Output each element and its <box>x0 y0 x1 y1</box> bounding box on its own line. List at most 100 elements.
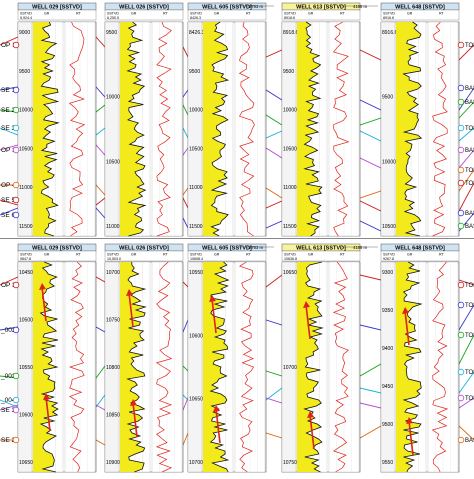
horizon-marker-left[interactable] <box>12 211 20 219</box>
horizon-marker-right[interactable] <box>457 124 465 132</box>
depth-tick: 9500 <box>382 422 393 428</box>
rt-curve <box>431 261 449 473</box>
horizon-label-left: SE 5 <box>1 197 15 204</box>
left-horizon-labels: OP 3 _002 _003 _004 SE 3 SE 2 <box>0 281 20 444</box>
horizon-marker-right[interactable] <box>457 209 465 217</box>
depth-tick: 9500 <box>106 30 117 36</box>
depth-tick: 9400 <box>382 346 393 352</box>
horizon-marker-right[interactable] <box>457 222 465 230</box>
well-1[interactable]: WELL 026 [SSTVD]SSTVD GR RT 10,503.0 10700 10… <box>104 243 184 473</box>
well-0[interactable]: WELL 029 [SSTVD]SSTVD GR RT 5,924.4 9000 9500… <box>17 2 97 237</box>
horizon-label-left: _003 <box>0 373 16 380</box>
horizon-label-right: TOR <box>465 303 474 309</box>
distance-labels: 2783 m 4188 m <box>238 4 378 9</box>
horizon-marker-right[interactable] <box>457 41 465 49</box>
trend-arrow <box>408 420 414 456</box>
datum-value: 10636.8 <box>284 257 297 261</box>
horizon-marker-left[interactable] <box>12 406 20 414</box>
sstvd-label: SSTVD <box>107 253 119 257</box>
horizon-marker-left[interactable] <box>12 146 20 154</box>
gr-curve <box>303 261 324 473</box>
depth-tick: 9300 <box>382 270 393 276</box>
well-1[interactable]: WELL 026 [SSTVD]SSTVD GR RT 6,250.5 9500 1000… <box>104 2 184 237</box>
horizon-label-right: BAS <box>465 211 474 217</box>
horizon-marker-left[interactable] <box>12 372 20 380</box>
horizon-marker-right[interactable] <box>457 84 465 92</box>
horizon-marker-right[interactable] <box>457 98 465 106</box>
well-3[interactable]: WELL 613 [SSTVD]SSTVD GR RT 8918.6 8918.6 950… <box>281 2 361 237</box>
well-name: WELL 648 [SSTVD] <box>395 5 445 11</box>
well-2[interactable]: WELL 605 [SSTVD]SSTVD GR RT 8426.3 8426.3 950… <box>187 2 267 237</box>
horizon-marker-right[interactable] <box>457 301 465 309</box>
trend-arrow-head <box>209 295 216 302</box>
horizon-marker-right[interactable] <box>457 436 465 444</box>
horizon-marker-left[interactable] <box>12 106 20 114</box>
horizon-marker-right[interactable] <box>457 281 465 289</box>
trend-arrow <box>128 292 134 328</box>
depth-tick: 11500 <box>283 224 297 230</box>
distance-label: 2783 m <box>249 245 263 250</box>
trend-arrow-head <box>130 399 137 406</box>
depth-tick: 10000 <box>19 108 33 114</box>
trend-arrow <box>305 304 311 340</box>
well-name: WELL 648 [SSTVD] <box>395 246 445 252</box>
horizon-marker-left[interactable] <box>12 396 20 404</box>
well-4[interactable]: WELL 648 [SSTVD]SSTVD GR RT 9267.8 9300 9350 9… <box>380 243 460 473</box>
horizon-marker-left[interactable] <box>12 436 20 444</box>
depth-tick: 10600 <box>189 333 203 339</box>
right-horizon-labels: TOP BAS BAS TOP BAS TOP TOP BAS BAS <box>457 41 474 230</box>
trend-arrow-head <box>213 405 220 412</box>
well-name: WELL 026 [SSTVD] <box>119 246 169 252</box>
depth-tick: 11500 <box>19 224 33 230</box>
track-header <box>104 9 184 21</box>
horizon-marker-left[interactable] <box>12 181 20 189</box>
horizon-marker-left[interactable] <box>12 196 20 204</box>
horizon-marker-left[interactable] <box>12 281 20 289</box>
track-header <box>104 250 184 262</box>
horizon-marker-left[interactable] <box>12 41 20 49</box>
depth-tick: 8916.6 <box>382 30 398 36</box>
depth-tick: 11500 <box>189 224 203 230</box>
depth-tick: 9000 <box>19 30 30 36</box>
horizon-label-left: OP 1 <box>1 42 16 49</box>
well-4[interactable]: WELL 648 [SSTVD]SSTVD GR RT 8916.6 8916.6 950… <box>380 2 460 237</box>
horizon-label-left: _004 <box>0 397 16 404</box>
depth-tick: 10650 <box>283 270 297 276</box>
depth-tick: 10700 <box>106 270 120 276</box>
rt-label: RT <box>340 12 346 16</box>
depth-tick: 10700 <box>283 365 297 371</box>
horizon-marker-left[interactable] <box>12 326 20 334</box>
depth-tick: 10000 <box>189 108 203 114</box>
rt-curve <box>332 21 350 237</box>
horizon-marker-right[interactable] <box>457 331 465 339</box>
well-0[interactable]: WELL 029 [SSTVD]SSTVD GR RT 9847.8 10450 1050… <box>17 243 97 473</box>
left-horizon-labels: OP 1 SE 1 SE 2 SE 3 OP 3 OP 4 SE 5 SE 6 <box>1 41 20 219</box>
sstvd-label: SSTVD <box>190 12 202 16</box>
depth-tick: 11000 <box>189 185 203 191</box>
depth-tick: 10500 <box>382 224 396 230</box>
gr-label: GR <box>407 253 413 257</box>
gr-sand-fill <box>297 262 323 472</box>
gr-sand-fill <box>396 262 422 472</box>
depth-tick: 10600 <box>19 413 33 419</box>
horizon-label-right: TOP <box>465 126 474 132</box>
well-2[interactable]: WELL 605 [SSTVD]SSTVD GR RT 10698.4 10550 106… <box>187 243 267 473</box>
horizon-marker-left[interactable] <box>12 86 20 94</box>
horizon-marker-right[interactable] <box>457 394 465 402</box>
depth-track <box>187 21 203 237</box>
well-3[interactable]: WELL 613 [SSTVD]SSTVD GR RT 10636.8 10650 107… <box>281 243 361 473</box>
rt-label: RT <box>246 12 252 16</box>
horizon-marker-right[interactable] <box>457 166 465 174</box>
depth-track <box>104 21 120 237</box>
horizon-marker-right[interactable] <box>457 368 465 376</box>
track-header <box>187 250 267 262</box>
horizon-marker-left[interactable] <box>12 124 20 132</box>
horizon-marker-right[interactable] <box>457 179 465 187</box>
depth-track <box>17 261 33 473</box>
sstvd-label: SSTVD <box>284 253 296 257</box>
horizon-marker-right[interactable] <box>457 146 465 154</box>
trend-arrow-head <box>307 411 314 418</box>
horizon-label-right: TOR <box>465 283 474 289</box>
